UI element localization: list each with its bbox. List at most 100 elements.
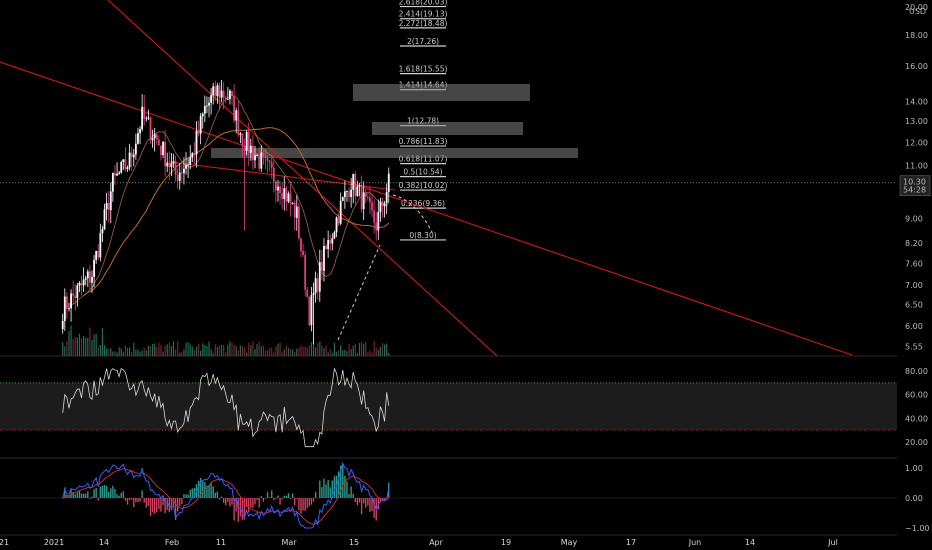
- macd-histogram-bar: [82, 493, 85, 498]
- candle-body: [237, 110, 240, 135]
- volume-bar: [162, 351, 164, 356]
- macd-histogram-bar: [120, 492, 122, 498]
- candle: [82, 267, 85, 292]
- macd-histogram-bar: [360, 498, 363, 515]
- price-tick-label: 5.55: [905, 343, 923, 352]
- zone-rectangle[interactable]: [353, 84, 530, 101]
- volume-bar: [158, 342, 160, 356]
- macd-histogram-bar: [160, 498, 162, 512]
- volume-bar: [317, 343, 319, 356]
- candle-body: [360, 185, 363, 210]
- volume-bar: [72, 339, 74, 356]
- trendline[interactable]: [0, 61, 853, 356]
- fib-level-label: 0.5(10.54): [403, 168, 442, 177]
- candle-body: [91, 276, 93, 283]
- macd-histogram-bar: [97, 498, 99, 501]
- candles: [61, 80, 390, 345]
- candle-body: [264, 156, 267, 159]
- volume-bar: [66, 341, 68, 356]
- candle: [195, 121, 198, 168]
- candle-body: [252, 145, 254, 161]
- macd-histogram-bar: [191, 488, 193, 498]
- price-tick-label: 7.60: [905, 259, 923, 268]
- candle-body: [358, 185, 361, 187]
- fib-level-label: 2.272(18.48): [399, 19, 448, 28]
- macd-histogram-bar: [231, 498, 233, 505]
- zone-rectangle[interactable]: [211, 148, 578, 158]
- candle-body: [383, 203, 386, 207]
- candle-body: [68, 308, 70, 310]
- volume-bar: [80, 338, 83, 356]
- candle: [358, 182, 361, 197]
- volume-bar: [344, 349, 346, 356]
- macd-histogram-bar: [158, 498, 160, 510]
- macd-histogram-bar: [116, 494, 118, 498]
- candle: [93, 255, 95, 288]
- candle-body: [145, 117, 148, 119]
- volume-bar: [315, 347, 317, 356]
- volume-bar: [143, 347, 145, 356]
- candle-body: [189, 157, 192, 165]
- candle-body: [316, 278, 319, 292]
- volume-bar: [101, 327, 104, 356]
- volume-bar: [375, 347, 377, 356]
- volume-bar: [103, 345, 106, 356]
- macd-histogram-bar: [312, 498, 315, 502]
- volume-bar: [147, 345, 150, 356]
- macd-histogram-bar: [66, 494, 68, 498]
- candle: [210, 87, 213, 115]
- volume-bar: [145, 350, 147, 356]
- candle-body: [379, 201, 382, 213]
- candle-body: [272, 167, 275, 182]
- macd-histogram-bar: [147, 498, 150, 506]
- volume-bar: [294, 352, 296, 356]
- candle: [373, 199, 376, 234]
- volume-bar: [356, 352, 359, 356]
- candle-body: [153, 134, 156, 139]
- candle: [122, 159, 125, 171]
- candle: [95, 250, 98, 264]
- candle: [331, 233, 334, 251]
- candle-body: [149, 117, 152, 141]
- volume-bar: [189, 344, 191, 356]
- candle-body: [381, 201, 384, 207]
- candle-body: [143, 106, 146, 119]
- price-tick-label: 7.00: [905, 281, 923, 290]
- volume-bar: [172, 341, 175, 356]
- fib-level-label: 0.236(9.36): [401, 199, 445, 208]
- candle: [254, 145, 256, 169]
- macd-histogram-bar: [331, 480, 334, 498]
- time-tick-label: 15: [349, 538, 359, 547]
- volume-bar: [323, 348, 325, 356]
- candle: [107, 191, 110, 223]
- candle-body: [101, 229, 104, 234]
- volume-bar: [358, 343, 361, 356]
- macd-histogram-bar: [294, 498, 296, 506]
- macd-histogram-bar: [306, 498, 308, 509]
- candle-body: [134, 143, 137, 155]
- macd-histogram-bar: [110, 488, 112, 498]
- candle: [343, 180, 346, 209]
- volume-bar: [386, 343, 388, 356]
- macd-histogram-bar: [356, 498, 359, 506]
- macd-histogram-bar: [181, 498, 183, 505]
- macd-histogram-bar: [264, 498, 267, 499]
- zone-rectangle[interactable]: [372, 122, 523, 135]
- last-price-label: 10.30: [903, 178, 926, 187]
- volume-bar: [83, 335, 85, 356]
- candle-body: [109, 191, 112, 211]
- candle: [193, 141, 196, 165]
- macd-histogram-bar: [337, 471, 340, 498]
- macd-histogram-bar: [319, 480, 321, 498]
- candle-body: [120, 162, 123, 173]
- candle-body: [160, 145, 162, 155]
- candle-body: [377, 212, 380, 231]
- time-tick-label: May: [561, 538, 578, 547]
- macd-histogram-bar: [310, 498, 313, 505]
- candle: [176, 168, 179, 189]
- candle: [214, 80, 217, 102]
- candle-body: [124, 159, 127, 170]
- macd-histogram-bar: [227, 498, 229, 503]
- macd-histogram-bar: [260, 496, 262, 498]
